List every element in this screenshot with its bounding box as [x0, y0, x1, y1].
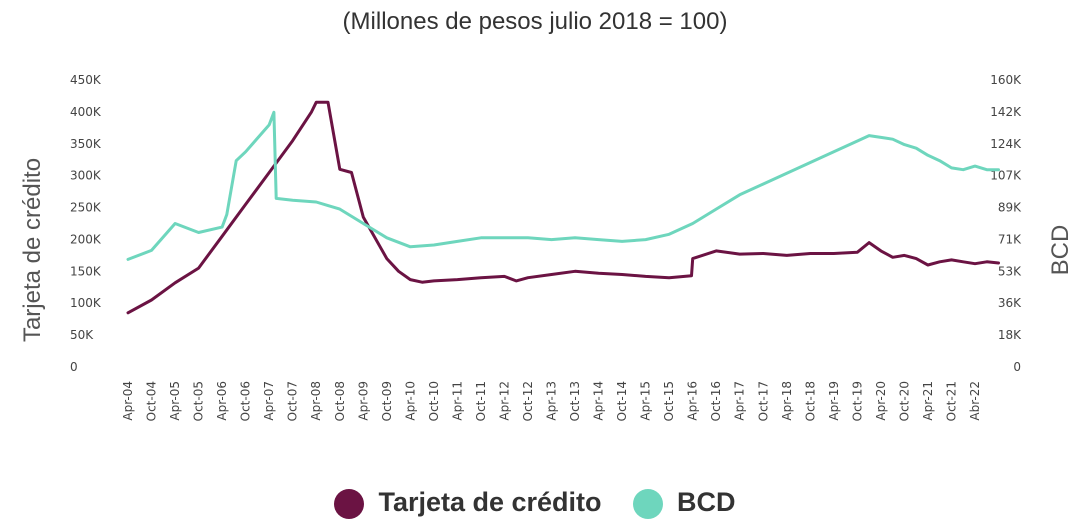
- legend-item-tarjeta[interactable]: Tarjeta de crédito: [334, 486, 602, 519]
- right-tick-label: 36K: [998, 296, 1022, 310]
- x-tick-label: Oct-10: [427, 381, 441, 421]
- x-tick-label: Apr-10: [403, 381, 417, 421]
- right-tick-label: 124K: [990, 137, 1022, 151]
- x-tick-label: Oct-06: [239, 381, 253, 421]
- x-tick-label: Apr-19: [827, 381, 841, 421]
- x-tick-label: Abr-22: [968, 381, 982, 421]
- x-tick-label: Oct-17: [756, 381, 770, 421]
- legend-label-tarjeta: Tarjeta de crédito: [378, 486, 602, 517]
- legend-swatch-tarjeta: [334, 488, 365, 519]
- x-tick-label: Apr-11: [450, 381, 464, 421]
- x-tick-label: Oct-19: [850, 381, 864, 421]
- x-tick-label: Apr-16: [686, 381, 700, 421]
- x-tick-label: Oct-12: [521, 381, 535, 421]
- right-axis-ticks: 0 18K 36K 53K 71K 89K 107K 124K 142K 160K: [990, 73, 1022, 374]
- x-tick-label: Apr-06: [215, 381, 229, 421]
- x-tick-label: Oct-04: [145, 381, 159, 421]
- right-tick-label: 71K: [998, 232, 1022, 246]
- left-tick-label: 300K: [70, 169, 102, 183]
- x-tick-label: Apr-12: [497, 381, 511, 421]
- right-tick-label: 18K: [998, 328, 1022, 342]
- left-tick-label: 200K: [70, 232, 102, 246]
- left-tick-label: 150K: [70, 264, 102, 278]
- x-tick-label: Apr-13: [545, 381, 559, 421]
- left-tick-label: 250K: [70, 201, 102, 215]
- series-line-bcd: [126, 110, 1000, 261]
- right-tick-label: 142K: [990, 105, 1022, 119]
- chart-canvas: 0 50K 100K 150K 200K 250K 300K 350K 400K 450K 0 18…: [19, 73, 1070, 421]
- legend: Tarjeta de crédito BCD: [0, 486, 1070, 519]
- left-tick-label: 100K: [70, 296, 102, 310]
- x-tick-label: Apr-18: [780, 381, 794, 421]
- x-tick-label: Oct-09: [380, 381, 394, 421]
- x-tick-label: Oct-08: [333, 381, 347, 421]
- legend-swatch-bcd: [633, 488, 664, 519]
- x-tick-label: Apr-20: [874, 381, 888, 421]
- left-tick-label: 450K: [70, 73, 102, 87]
- x-tick-label: Oct-13: [568, 381, 582, 421]
- x-tick-label: Apr-04: [121, 381, 135, 421]
- left-tick-label: 0: [70, 360, 78, 374]
- x-axis-ticks: Apr-04 Oct-04 Apr-05 Oct-05 Apr-06 Oct-06 Apr-…: [121, 381, 982, 421]
- x-tick-label: Oct-15: [662, 381, 676, 421]
- x-tick-label: Apr-17: [733, 381, 747, 421]
- x-tick-label: Oct-16: [709, 381, 723, 421]
- series-line-tarjeta: [126, 100, 1000, 315]
- right-tick-label: 160K: [990, 73, 1022, 87]
- chart-subtitle: (Millones de pesos julio 2018 = 100): [342, 8, 728, 35]
- right-tick-label: 89K: [998, 201, 1022, 215]
- left-axis-ticks: 0 50K 100K 150K 200K 250K 300K 350K 400K 450K: [70, 73, 102, 374]
- right-axis-label: BCD: [1047, 225, 1070, 276]
- x-tick-label: Oct-20: [897, 381, 911, 421]
- x-tick-label: Apr-14: [592, 381, 606, 421]
- right-tick-label: 0: [1013, 360, 1021, 374]
- x-tick-label: Apr-05: [168, 381, 182, 421]
- right-tick-label: 107K: [990, 169, 1022, 183]
- x-tick-label: Apr-07: [262, 381, 276, 421]
- x-tick-label: Oct-11: [474, 381, 488, 421]
- left-tick-label: 50K: [70, 328, 94, 342]
- x-tick-label: Oct-07: [286, 381, 300, 421]
- legend-label-bcd: BCD: [677, 486, 736, 517]
- right-tick-label: 53K: [998, 264, 1022, 278]
- left-tick-label: 400K: [70, 105, 102, 119]
- left-axis-label: Tarjeta de crédito: [19, 158, 46, 342]
- x-tick-label: Apr-08: [309, 381, 323, 421]
- x-tick-label: Apr-09: [356, 381, 370, 421]
- x-tick-label: Oct-05: [192, 381, 206, 421]
- x-tick-label: Oct-21: [944, 381, 958, 421]
- legend-item-bcd[interactable]: BCD: [633, 487, 736, 519]
- left-tick-label: 350K: [70, 137, 102, 151]
- x-tick-label: Oct-14: [615, 381, 629, 421]
- x-tick-label: Apr-21: [921, 381, 935, 421]
- x-tick-label: Oct-18: [803, 381, 817, 421]
- series-lines: [126, 100, 1000, 315]
- x-tick-label: Apr-15: [639, 381, 653, 421]
